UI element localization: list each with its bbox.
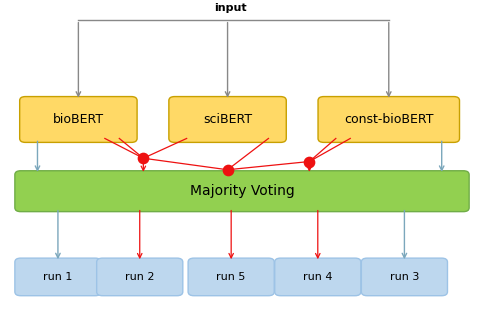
FancyBboxPatch shape [318,96,459,142]
Text: run 3: run 3 [390,272,419,282]
Point [305,159,313,164]
FancyBboxPatch shape [169,96,286,142]
FancyBboxPatch shape [362,258,448,296]
Point [224,167,231,172]
Text: bioBERT: bioBERT [53,113,104,126]
FancyBboxPatch shape [15,171,469,212]
Text: input: input [213,3,246,13]
FancyBboxPatch shape [20,96,137,142]
Text: sciBERT: sciBERT [203,113,252,126]
FancyBboxPatch shape [97,258,183,296]
FancyBboxPatch shape [15,258,101,296]
Text: run 4: run 4 [303,272,333,282]
Text: run 1: run 1 [43,272,73,282]
Text: run 5: run 5 [216,272,246,282]
FancyBboxPatch shape [275,258,361,296]
Text: Majority Voting: Majority Voting [190,184,294,198]
Text: run 2: run 2 [125,272,154,282]
Point [139,156,147,161]
FancyBboxPatch shape [188,258,274,296]
Text: const-bioBERT: const-bioBERT [344,113,434,126]
